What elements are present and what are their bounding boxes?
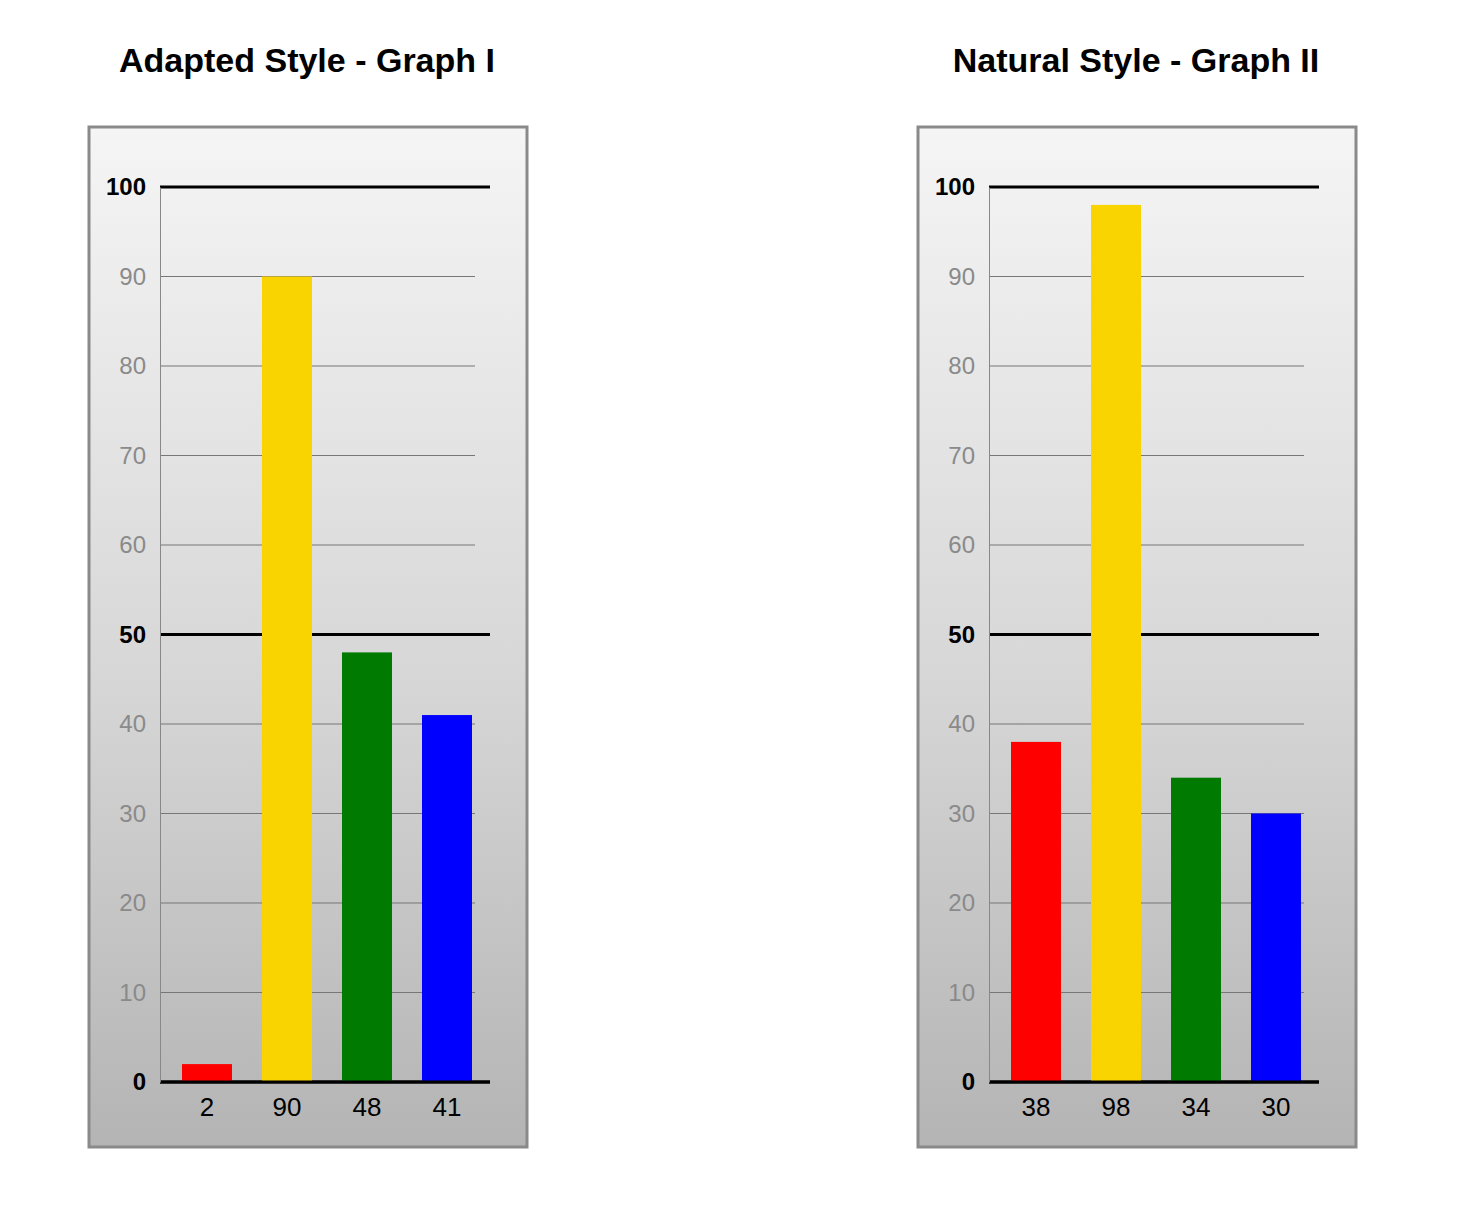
grid-line bbox=[989, 633, 1319, 636]
y-tick-label: 70 bbox=[119, 442, 146, 469]
data-label: 98 bbox=[1102, 1092, 1131, 1122]
y-tick: 60 bbox=[948, 531, 989, 558]
y-tick: 40 bbox=[119, 710, 160, 737]
data-label: 34 bbox=[1182, 1092, 1211, 1122]
y-tick-label: 100 bbox=[106, 173, 146, 200]
grid-line bbox=[160, 633, 490, 636]
y-tick: 10 bbox=[119, 979, 160, 1006]
y-tick-label: 90 bbox=[119, 263, 146, 290]
y-tick-label: 50 bbox=[948, 621, 975, 648]
grid-line bbox=[989, 186, 1319, 189]
grid-line bbox=[989, 723, 1304, 724]
y-tick: 40 bbox=[948, 710, 989, 737]
y-tick: 50 bbox=[948, 621, 989, 648]
y-tick: 30 bbox=[119, 800, 160, 827]
y-tick: 0 bbox=[133, 1068, 160, 1095]
y-tick: 90 bbox=[119, 263, 160, 290]
grid-line bbox=[160, 1081, 490, 1084]
y-tick: 70 bbox=[948, 442, 989, 469]
baseline bbox=[989, 1081, 1319, 1084]
bar bbox=[422, 715, 472, 1082]
y-tick-label: 50 bbox=[119, 621, 146, 648]
y-tick: 20 bbox=[948, 889, 989, 916]
y-tick: 80 bbox=[948, 352, 989, 379]
y-tick: 50 bbox=[119, 621, 160, 648]
grid-line bbox=[989, 455, 1304, 456]
y-tick-label: 40 bbox=[948, 710, 975, 737]
bar bbox=[262, 277, 312, 1083]
y-tick-label: 60 bbox=[948, 531, 975, 558]
grid-line bbox=[160, 276, 475, 277]
bar bbox=[1011, 742, 1061, 1082]
grid bbox=[989, 187, 1319, 1082]
bar bbox=[182, 1064, 232, 1082]
y-tick: 20 bbox=[119, 889, 160, 916]
y-axis-line bbox=[989, 188, 990, 1083]
y-tick: 0 bbox=[962, 1068, 989, 1095]
y-tick-label: 90 bbox=[948, 263, 975, 290]
y-tick-label: 10 bbox=[119, 979, 146, 1006]
y-tick: 10 bbox=[948, 979, 989, 1006]
y-tick-label: 80 bbox=[119, 352, 146, 379]
panel: Adapted Style - Graph I 0 10 20 30 40 50 60 70 80… bbox=[89, 41, 527, 1147]
grid-line bbox=[989, 276, 1304, 277]
panel-frame bbox=[89, 127, 527, 1147]
canvas: Adapted Style - Graph I01020304050607080… bbox=[0, 0, 1460, 1224]
y-tick-label: 20 bbox=[948, 889, 975, 916]
y-tick: 30 bbox=[948, 800, 989, 827]
data-label: 38 bbox=[1022, 1092, 1051, 1122]
grid-line bbox=[989, 544, 1304, 545]
bars bbox=[1011, 205, 1301, 1082]
y-tick: 90 bbox=[948, 263, 989, 290]
grid-line bbox=[989, 1081, 1319, 1084]
bar bbox=[1251, 814, 1301, 1083]
y-tick-label: 10 bbox=[948, 979, 975, 1006]
data-label: 41 bbox=[433, 1092, 462, 1122]
bars bbox=[182, 277, 472, 1083]
y-tick: 70 bbox=[119, 442, 160, 469]
y-tick-label: 80 bbox=[948, 352, 975, 379]
data-labels: 38 98 34 30 bbox=[1022, 1092, 1291, 1122]
y-tick-label: 30 bbox=[948, 800, 975, 827]
grid bbox=[160, 187, 490, 1082]
y-tick-label: 30 bbox=[119, 800, 146, 827]
grid-line bbox=[160, 544, 475, 545]
data-labels: 2 90 48 41 bbox=[200, 1092, 462, 1122]
y-axis: 0 10 20 30 40 50 60 70 80 90 100 bbox=[935, 173, 990, 1095]
y-tick: 80 bbox=[119, 352, 160, 379]
y-tick: 100 bbox=[106, 173, 160, 200]
panel-title: Adapted Style - Graph I bbox=[119, 41, 495, 79]
y-axis-line bbox=[160, 188, 161, 1083]
y-axis: 0 10 20 30 40 50 60 70 80 90 100 bbox=[106, 173, 161, 1095]
bar bbox=[1171, 778, 1221, 1082]
y-tick-label: 70 bbox=[948, 442, 975, 469]
data-label: 48 bbox=[353, 1092, 382, 1122]
y-tick-label: 0 bbox=[962, 1068, 975, 1095]
panel: Natural Style - Graph II 0 10 20 30 40 50 60 70 8… bbox=[918, 41, 1356, 1147]
bar bbox=[1091, 205, 1141, 1082]
data-label: 30 bbox=[1262, 1092, 1291, 1122]
panel-frame bbox=[918, 127, 1356, 1147]
data-label: 2 bbox=[200, 1092, 214, 1122]
y-tick-label: 0 bbox=[133, 1068, 146, 1095]
y-tick-label: 40 bbox=[119, 710, 146, 737]
y-tick: 100 bbox=[935, 173, 989, 200]
grid-line bbox=[989, 365, 1304, 366]
grid-line bbox=[160, 365, 475, 366]
y-tick-label: 100 bbox=[935, 173, 975, 200]
grid-line bbox=[160, 186, 490, 189]
bar bbox=[342, 652, 392, 1082]
y-tick-label: 20 bbox=[119, 889, 146, 916]
grid-line bbox=[160, 455, 475, 456]
baseline bbox=[160, 1081, 490, 1084]
y-tick: 60 bbox=[119, 531, 160, 558]
data-label: 90 bbox=[273, 1092, 302, 1122]
panel-title: Natural Style - Graph II bbox=[953, 41, 1320, 79]
y-tick-label: 60 bbox=[119, 531, 146, 558]
